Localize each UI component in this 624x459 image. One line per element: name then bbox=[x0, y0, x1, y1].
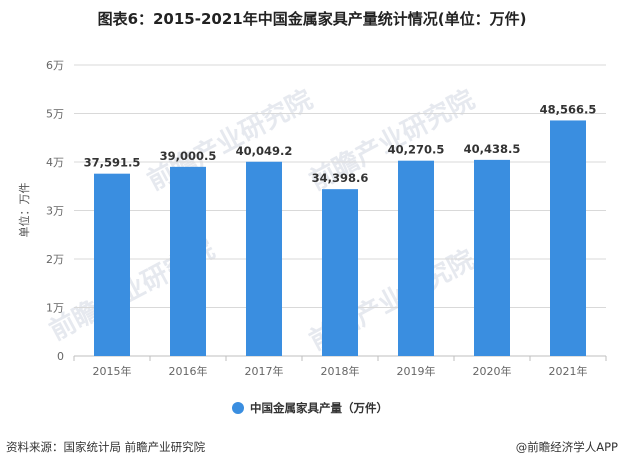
y-tick-label: 6万 bbox=[46, 59, 64, 72]
bar bbox=[94, 173, 130, 356]
y-axis-label: 单位：万件 bbox=[17, 183, 31, 238]
data-labels: 37,591.5 39,000.5 40,049.2 34,398.6 40,270.5… bbox=[84, 102, 597, 185]
source-text: 资料来源：国家统计局 前瞻产业研究院 bbox=[6, 440, 206, 454]
bar bbox=[550, 120, 586, 356]
data-label: 40,049.2 bbox=[236, 144, 293, 158]
x-tick-label: 2020年 bbox=[473, 364, 512, 378]
x-tick-label: 2018年 bbox=[321, 364, 360, 378]
data-label: 40,438.5 bbox=[464, 142, 521, 156]
data-label: 39,000.5 bbox=[160, 149, 217, 163]
legend-marker bbox=[232, 402, 244, 414]
footer: 资料来源：国家统计局 前瞻产业研究院 @前瞻经济学人APP bbox=[0, 437, 624, 459]
data-label: 48,566.5 bbox=[540, 102, 597, 116]
x-tick-label: 2021年 bbox=[549, 364, 588, 378]
y-tick-labels: 0 1万 2万 3万 4万 5万 6万 bbox=[46, 59, 64, 363]
y-tick-label: 0 bbox=[57, 350, 64, 363]
y-tick-label: 4万 bbox=[46, 156, 64, 169]
brand-label: @前瞻经济学人APP bbox=[515, 440, 618, 454]
bars bbox=[94, 120, 586, 356]
y-tick-label: 1万 bbox=[46, 302, 64, 315]
x-tick-label: 2015年 bbox=[93, 364, 132, 378]
y-tick-label: 2万 bbox=[46, 253, 64, 266]
bar bbox=[170, 166, 206, 356]
brand-text: @前瞻经济学人APP bbox=[516, 439, 618, 455]
bar bbox=[398, 160, 434, 356]
data-label: 40,270.5 bbox=[388, 143, 445, 157]
bar bbox=[322, 189, 358, 356]
chart-title: 图表6：2015-2021年中国金属家具产量统计情况(单位：万件) bbox=[97, 10, 527, 28]
data-label: 34,398.6 bbox=[312, 171, 369, 185]
legend: 中国金属家具产量（万件） bbox=[232, 401, 388, 415]
bar bbox=[474, 159, 510, 356]
data-label: 37,591.5 bbox=[84, 156, 141, 170]
y-tick-label: 5万 bbox=[46, 108, 64, 121]
bar bbox=[246, 161, 282, 356]
x-tick-label: 2016年 bbox=[169, 364, 208, 378]
x-tick-label: 2019年 bbox=[397, 364, 436, 378]
x-tick-labels: 2015年 2016年 2017年 2018年 2019年 2020年 2021年 bbox=[73, 356, 607, 378]
legend-label: 中国金属家具产量（万件） bbox=[250, 401, 388, 415]
x-tick-label: 2017年 bbox=[245, 364, 284, 378]
y-tick-label: 3万 bbox=[46, 205, 64, 218]
